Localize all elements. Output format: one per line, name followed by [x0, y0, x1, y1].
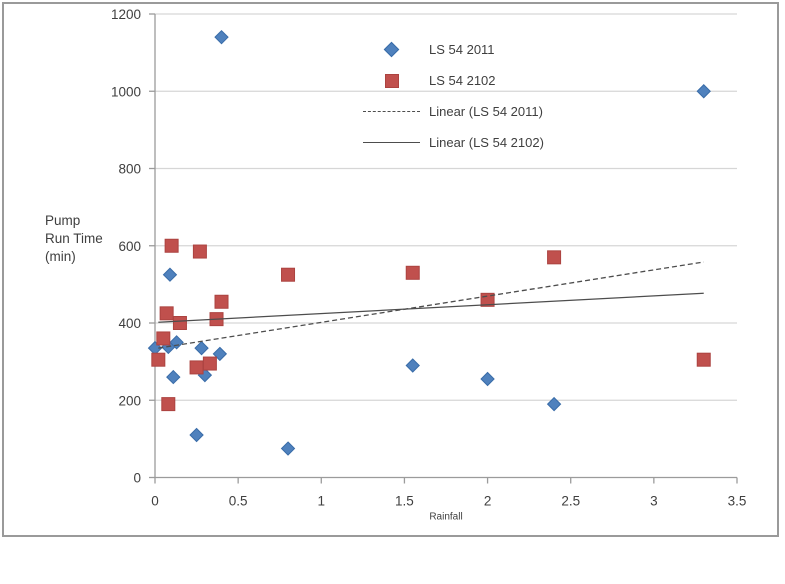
- y-tick-label: 800: [118, 162, 141, 177]
- data-point-square: [161, 397, 176, 412]
- y-tick-labels: 0 200 400 600 800 1000 1200: [111, 7, 141, 486]
- y-tick-label: 400: [118, 316, 141, 331]
- x-tick-labels: 0 0.5 1 1.5 2 2.5 3 3.5: [151, 494, 746, 509]
- series-ls-54-2011: [147, 29, 711, 456]
- y-tick-label: 600: [118, 239, 141, 254]
- data-point-square: [405, 265, 420, 280]
- dashed-trendline-icon: [363, 111, 420, 112]
- y-tick-label: 1000: [111, 84, 141, 99]
- x-tick-label: 3.5: [728, 494, 747, 509]
- legend-item-linear-ls-54-2011: Linear (LS 54 2011): [363, 96, 633, 127]
- data-point-square: [159, 306, 174, 321]
- legend: LS 54 2011 LS 54 2102 Linear (LS 54 2011…: [363, 34, 633, 158]
- data-point-diamond: [189, 427, 204, 443]
- x-tick-label: 1.5: [395, 494, 414, 509]
- data-point-square: [202, 356, 217, 371]
- blue-diamond-marker-icon: [383, 41, 400, 58]
- data-point-square: [281, 267, 296, 282]
- data-point-square: [696, 352, 711, 367]
- x-tick-label: 2.5: [561, 494, 580, 509]
- legend-sample-area: [363, 73, 420, 88]
- data-point-diamond: [480, 371, 495, 387]
- data-point-diamond: [212, 346, 228, 362]
- data-point-square: [164, 238, 179, 253]
- data-point-diamond: [696, 84, 711, 99]
- data-point-diamond: [166, 369, 181, 385]
- data-point-square: [214, 294, 229, 309]
- solid-trendline-icon: [363, 142, 420, 143]
- legend-label: Linear (LS 54 2011): [429, 104, 543, 119]
- x-tick-label: 3: [650, 494, 658, 509]
- x-tick-label: 1: [318, 494, 326, 509]
- data-point-square: [151, 352, 166, 367]
- red-square-marker-icon: [384, 73, 399, 88]
- data-point-diamond: [194, 340, 209, 356]
- legend-label: LS 54 2102: [429, 73, 496, 88]
- data-point-diamond: [280, 441, 296, 456]
- data-point-square: [156, 331, 171, 346]
- trendline-dashed: [158, 261, 704, 349]
- data-point-diamond: [546, 396, 562, 412]
- y-axis-title: Pump Run Time (min): [45, 213, 103, 264]
- data-point-diamond: [169, 335, 184, 350]
- y-tick-label: 200: [118, 393, 141, 408]
- trendline-solid: [158, 292, 704, 323]
- legend-item-ls-54-2011: LS 54 2011: [363, 34, 633, 65]
- data-point-diamond: [405, 358, 420, 373]
- data-point-diamond: [162, 267, 178, 282]
- axes: [149, 13, 738, 484]
- y-tick-label: 1200: [111, 7, 141, 22]
- x-axis-title: Rainfall: [429, 512, 462, 523]
- legend-label: LS 54 2011: [429, 42, 495, 57]
- legend-item-ls-54-2102: LS 54 2102: [363, 65, 633, 96]
- legend-sample-area: [363, 111, 420, 112]
- x-tick-label: 0.5: [229, 494, 248, 509]
- data-point-square: [189, 360, 204, 375]
- gridlines: [155, 13, 737, 401]
- data-point-diamond: [214, 29, 229, 45]
- legend-label: Linear (LS 54 2102): [429, 135, 544, 150]
- data-point-square: [192, 244, 207, 259]
- data-point-square: [172, 316, 187, 330]
- y-tick-label: 0: [133, 471, 141, 486]
- series-ls-54-2102: [151, 238, 711, 412]
- data-point-square: [547, 250, 562, 265]
- legend-item-linear-ls-54-2102: Linear (LS 54 2102): [363, 127, 633, 158]
- x-tick-label: 2: [484, 494, 492, 509]
- legend-sample-area: [363, 41, 420, 58]
- trendlines: [158, 261, 704, 349]
- x-tick-label: 0: [151, 494, 159, 509]
- legend-sample-area: [363, 142, 420, 143]
